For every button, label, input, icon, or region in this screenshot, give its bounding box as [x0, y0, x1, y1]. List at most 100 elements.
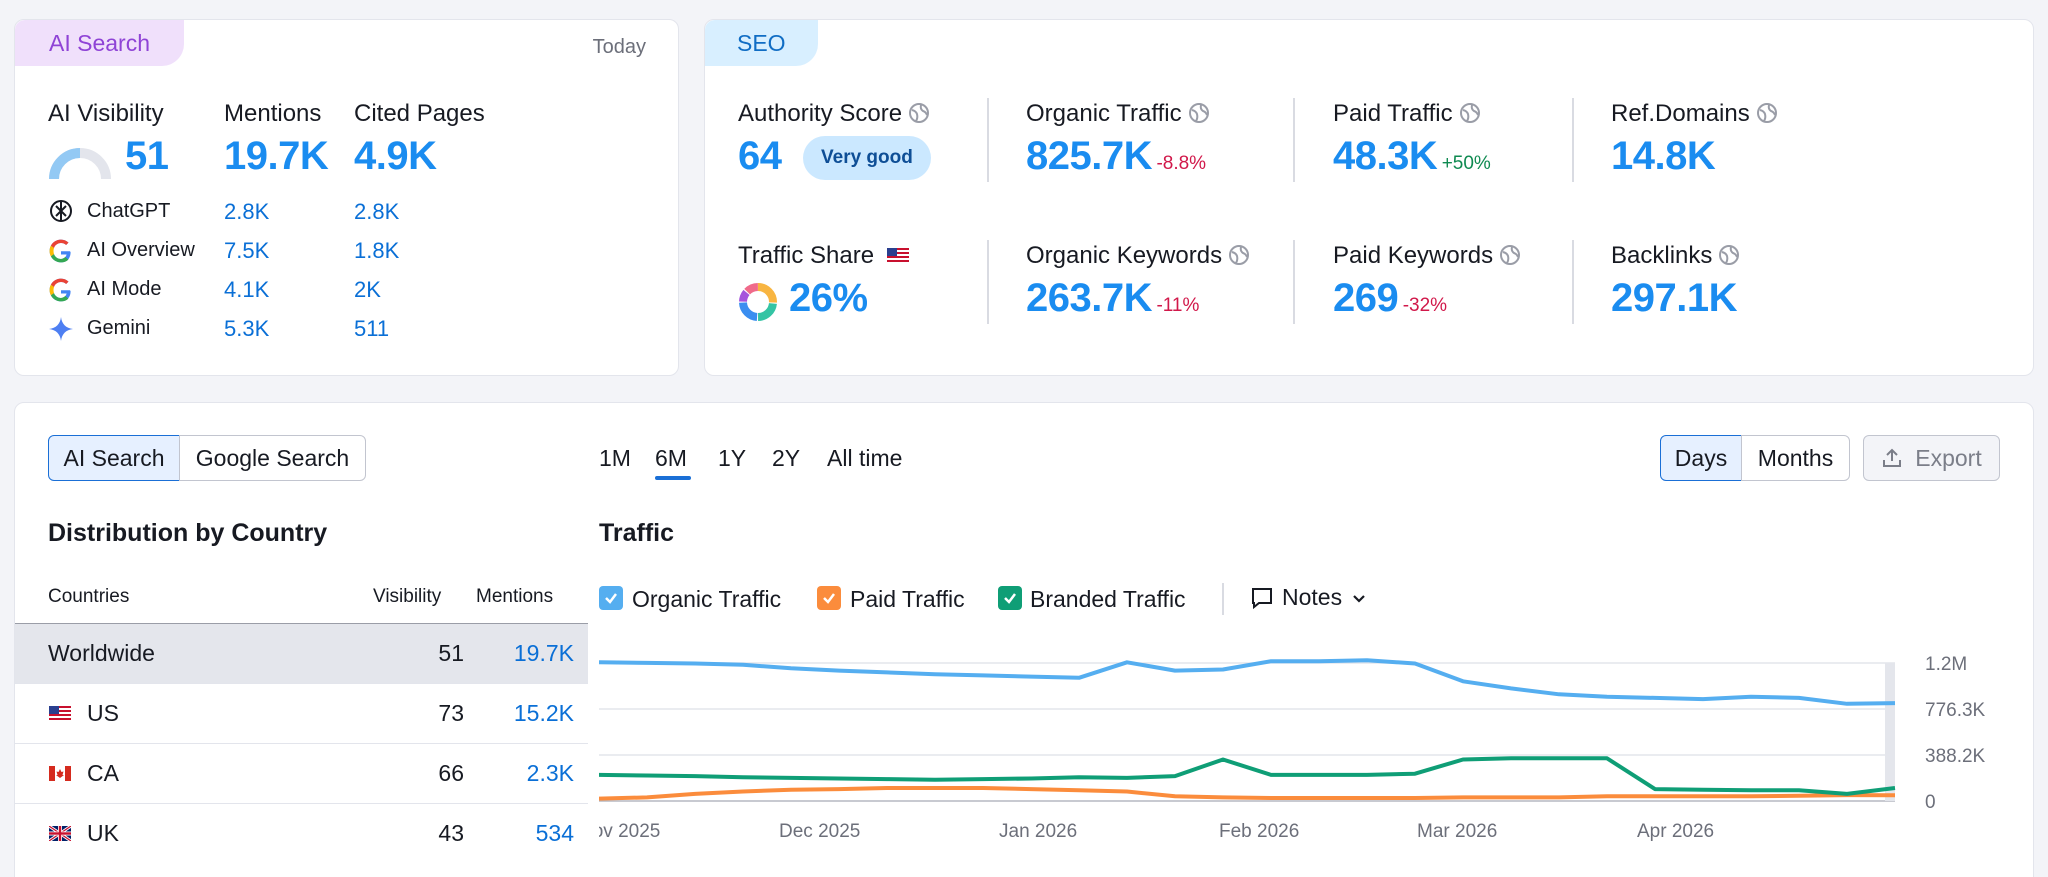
backlinks-label: Backlinks — [1611, 242, 1740, 270]
notes-dropdown[interactable]: Notes — [1250, 584, 1368, 611]
col-header-visibility[interactable]: Visibility — [373, 586, 442, 607]
date-label: Today — [592, 36, 646, 58]
x-tick-label: Dec 2025 — [779, 821, 860, 842]
traffic-share-value: 26% — [789, 276, 868, 320]
ai-search-tag: AI Search — [15, 20, 184, 66]
seo-card: SEO Authority Score 64 Very good Organic… — [704, 19, 2034, 376]
divider — [1572, 98, 1574, 182]
series-line-paid-traffic — [599, 786, 1896, 801]
paid-traffic-value[interactable]: 48.3K — [1333, 134, 1438, 178]
paid-keywords-value[interactable]: 269 — [1333, 276, 1399, 320]
us-flag-icon — [886, 248, 909, 263]
authority-score-value: 64 — [738, 134, 782, 178]
ai-row-cited[interactable]: 2K — [354, 277, 381, 302]
globe-icon — [1229, 245, 1250, 265]
ai-row-name: ChatGPT — [87, 200, 171, 222]
country-mentions[interactable]: 534 — [535, 820, 574, 846]
chatgpt-icon — [50, 200, 72, 222]
period-1y[interactable]: 1Y — [718, 445, 747, 471]
period-all-time[interactable]: All time — [827, 445, 903, 471]
y-tick-label: 388.2K — [1925, 746, 1986, 767]
globe-icon — [909, 103, 930, 123]
paid-keywords-delta: -32% — [1402, 295, 1448, 316]
series-line-organic-traffic — [599, 658, 1896, 706]
divider — [1293, 98, 1295, 182]
traffic-chart[interactable]: 1.2M 776.3K 388.2K 0 Nov 2025 Dec 2025 Jan 202… — [599, 643, 2019, 873]
organic-keywords-value[interactable]: 263.7K — [1026, 276, 1152, 320]
chevron-down-icon — [1353, 594, 1365, 603]
us-flag-icon — [49, 706, 71, 721]
google-icon — [49, 239, 71, 263]
ai-row-cited[interactable]: 2.8K — [354, 199, 400, 224]
period-6m[interactable]: 6M — [655, 445, 687, 471]
paid-traffic-legend-label[interactable]: Paid Traffic — [850, 586, 965, 612]
organic-keywords-delta: -11% — [1156, 295, 1200, 316]
traffic-title: Traffic — [599, 519, 675, 547]
globe-icon — [1500, 245, 1521, 265]
google-search-toggle[interactable]: Google Search — [179, 435, 366, 481]
period-1m[interactable]: 1M — [599, 445, 631, 471]
ai-row-cited[interactable]: 1.8K — [354, 238, 400, 263]
country-visibility: 51 — [438, 640, 464, 666]
ai-row-mentions[interactable]: 2.8K — [224, 199, 270, 224]
country-name: CA — [87, 760, 119, 786]
export-icon — [1883, 448, 1902, 467]
paid-keywords-label: Paid Keywords — [1333, 242, 1521, 270]
paid-traffic-checkbox[interactable] — [817, 586, 841, 610]
country-name: US — [87, 700, 119, 726]
x-tick-label: Feb 2026 — [1219, 821, 1299, 842]
organic-traffic-checkbox[interactable] — [599, 586, 623, 610]
organic-traffic-legend-label[interactable]: Organic Traffic — [632, 586, 782, 612]
col-header-mentions[interactable]: Mentions — [476, 586, 554, 607]
table-row[interactable]: Worldwide 51 19.7K — [15, 623, 588, 683]
export-button[interactable]: Export — [1863, 435, 2000, 481]
country-mentions[interactable]: 19.7K — [513, 640, 574, 666]
active-period-underline — [655, 476, 691, 480]
globe-icon — [1719, 245, 1740, 265]
uk-flag-icon — [49, 826, 71, 841]
period-2y[interactable]: 2Y — [772, 445, 801, 471]
backlinks-value[interactable]: 297.1K — [1611, 276, 1737, 320]
divider — [987, 240, 989, 324]
ai-row-mentions[interactable]: 4.1K — [224, 277, 270, 302]
google-icon — [49, 278, 71, 302]
ref-domains-value[interactable]: 14.8K — [1611, 134, 1716, 178]
country-visibility: 66 — [438, 760, 464, 786]
ai-search-toggle[interactable]: AI Search — [48, 435, 180, 481]
traffic-share-donut-icon — [739, 283, 777, 321]
col-header-countries: Countries — [48, 586, 130, 607]
visibility-gauge-icon — [49, 148, 111, 180]
organic-keywords-label: Organic Keywords — [1026, 242, 1250, 270]
globe-icon — [1459, 103, 1480, 123]
paid-traffic-label: Paid Traffic — [1333, 100, 1481, 128]
mentions-value[interactable]: 19.7K — [224, 134, 329, 178]
y-tick-label: 776.3K — [1925, 700, 1986, 721]
export-label: Export — [1915, 444, 1982, 471]
days-toggle[interactable]: Days — [1660, 435, 1742, 481]
table-row[interactable]: US 73 15.2K — [15, 683, 588, 743]
distribution-title: Distribution by Country — [48, 519, 328, 547]
seo-tag: SEO — [705, 20, 818, 66]
divider — [1572, 240, 1574, 324]
country-mentions[interactable]: 2.3K — [526, 760, 574, 786]
globe-icon — [1756, 103, 1777, 123]
cited-pages-value[interactable]: 4.9K — [354, 134, 437, 178]
branded-traffic-checkbox[interactable] — [998, 586, 1022, 610]
hover-band — [1885, 663, 1895, 801]
ai-row-cited[interactable]: 511 — [354, 316, 390, 341]
table-row[interactable]: CA 66 2.3K — [15, 743, 588, 803]
mentions-label: Mentions — [224, 100, 322, 127]
organic-traffic-value[interactable]: 825.7K — [1026, 134, 1152, 178]
gemini-icon — [49, 317, 73, 341]
table-row[interactable]: UK 43 534 — [15, 803, 588, 863]
bottom-card: AI Search Google Search 1M 6M 1Y 2Y All … — [14, 402, 2034, 877]
branded-traffic-legend-label[interactable]: Branded Traffic — [1030, 586, 1186, 612]
country-mentions[interactable]: 15.2K — [513, 700, 574, 726]
ai-row-mentions[interactable]: 5.3K — [224, 316, 270, 341]
divider — [987, 98, 989, 182]
ai-row-mentions[interactable]: 7.5K — [224, 238, 270, 263]
comment-icon — [1252, 587, 1272, 609]
check-icon — [605, 593, 617, 604]
y-tick-label: 0 — [1925, 792, 1936, 813]
months-toggle[interactable]: Months — [1741, 435, 1850, 481]
